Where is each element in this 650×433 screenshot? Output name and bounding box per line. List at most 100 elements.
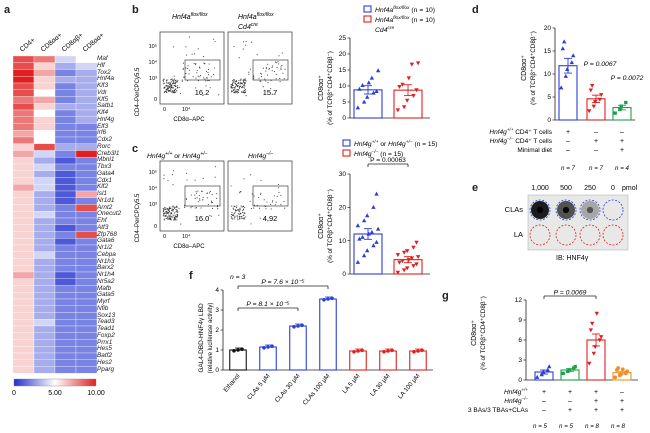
flow-event	[248, 73, 250, 75]
flow-event	[205, 70, 208, 72]
bar	[379, 350, 397, 371]
data-point	[374, 191, 379, 196]
flow-event	[260, 72, 262, 74]
heatmap-cell	[75, 123, 98, 131]
flow-event	[201, 191, 203, 193]
flow-event	[239, 207, 241, 209]
flow-event	[235, 80, 237, 83]
flow-event	[243, 81, 245, 83]
data-point	[365, 213, 370, 218]
heatmap-gene-label: Mbnl1	[97, 156, 115, 164]
flow-event	[173, 80, 175, 83]
data-point	[618, 107, 622, 112]
heatmap-cell	[12, 177, 35, 185]
heatmap-cell	[33, 136, 56, 144]
heatmap-cell	[33, 319, 56, 327]
condition-sign: +	[568, 407, 572, 414]
chart-f-n-label: n = 3	[230, 274, 246, 281]
blot-row-la: LA	[514, 230, 523, 239]
panel-letter-g: g	[442, 290, 449, 302]
flow-event	[196, 69, 198, 72]
flow-event	[214, 67, 216, 69]
blot-label-1000: 1,000	[531, 185, 549, 192]
heatmap-cell	[12, 103, 35, 111]
flow-event	[175, 216, 177, 218]
flow-event	[197, 48, 199, 50]
flow-event	[172, 214, 174, 216]
flow-event	[231, 82, 233, 84]
data-point	[365, 248, 370, 253]
flow-event	[174, 217, 177, 219]
heatmap-gene-label: Batf2	[97, 352, 112, 359]
heatmap-cell	[75, 211, 98, 219]
flow-event	[193, 53, 196, 55]
flow-event	[238, 208, 240, 210]
y-tick-label: 10	[544, 71, 552, 78]
heatmap-cell	[54, 69, 77, 77]
flow-event	[242, 83, 244, 85]
condition-row-label: Hnf4g+/+ CD4⁺ T cells	[489, 127, 552, 136]
flow-b-xlabel: CD8α–APC	[173, 117, 205, 123]
flow-event	[258, 77, 260, 79]
flow-event	[170, 81, 172, 83]
heatmap-cell	[54, 76, 77, 84]
flow-event	[163, 178, 165, 180]
flow-event	[166, 210, 168, 212]
heatmap-cell	[33, 157, 56, 165]
flow-event	[213, 38, 215, 40]
heatmap-cell	[75, 96, 98, 104]
flow-event	[163, 174, 165, 176]
chart-g-ylabel-2: (% of TCRβ⁺CD4⁺CD8β⁻)	[480, 296, 487, 370]
flow-event	[234, 83, 237, 85]
heatmap-cell	[33, 150, 56, 158]
flow-event	[230, 185, 232, 187]
heatmap-cell	[54, 150, 77, 158]
flow-event	[242, 218, 244, 220]
flow-event	[165, 218, 167, 220]
flow-event	[241, 206, 243, 208]
heatmap-cell	[75, 258, 98, 266]
flow-event	[236, 205, 238, 207]
data-point	[599, 335, 604, 340]
flow-event	[209, 87, 211, 89]
flow-event	[187, 80, 189, 82]
flow-b-ytick-2: 10⁴	[149, 59, 158, 66]
heatmap-cell	[12, 352, 35, 360]
data-point	[535, 374, 540, 379]
chart-b-ylabel-2: (% of TCRβ⁺CD4⁺CD8β⁻)	[327, 51, 334, 125]
heatmap-cell	[75, 278, 98, 286]
flow-c-plot1-gate-value: 16.0	[195, 214, 210, 223]
flow-event	[171, 209, 173, 211]
legend-c-swatch-2	[342, 149, 351, 157]
flow-event	[162, 208, 164, 210]
flow-event	[182, 67, 184, 69]
heatmap-cell	[12, 170, 35, 178]
chart-d-ylabel-1: CD8αα⁺	[521, 55, 528, 81]
flow-event	[208, 74, 210, 76]
heatmap-cell	[33, 55, 56, 63]
heatmap-cell	[54, 352, 77, 360]
heatmap-cell	[33, 76, 56, 84]
flow-event	[240, 80, 242, 82]
flow-event	[243, 212, 245, 214]
data-point	[590, 321, 595, 326]
flow-event	[174, 85, 176, 87]
heatmap-gene-label: Irf6	[97, 129, 107, 137]
heatmap-cell	[54, 285, 77, 293]
flow-event	[242, 87, 244, 89]
heatmap-cell	[54, 170, 77, 178]
flow-event	[243, 92, 246, 94]
flow-event	[244, 82, 247, 84]
heatmap-cell	[54, 238, 77, 246]
flow-event	[240, 86, 242, 89]
condition-sign: +	[566, 129, 570, 136]
flow-event	[173, 89, 176, 91]
flow-event	[242, 90, 244, 92]
heatmap-cell	[75, 217, 98, 225]
heatmap-cell	[54, 123, 77, 131]
flow-event	[171, 216, 173, 218]
flow-event	[165, 80, 167, 82]
flow-event	[243, 208, 245, 210]
flow-c-plot1-title: Hnf4g+/+ or Hnf4g+/–	[147, 151, 208, 160]
heatmap-cell	[12, 251, 35, 259]
